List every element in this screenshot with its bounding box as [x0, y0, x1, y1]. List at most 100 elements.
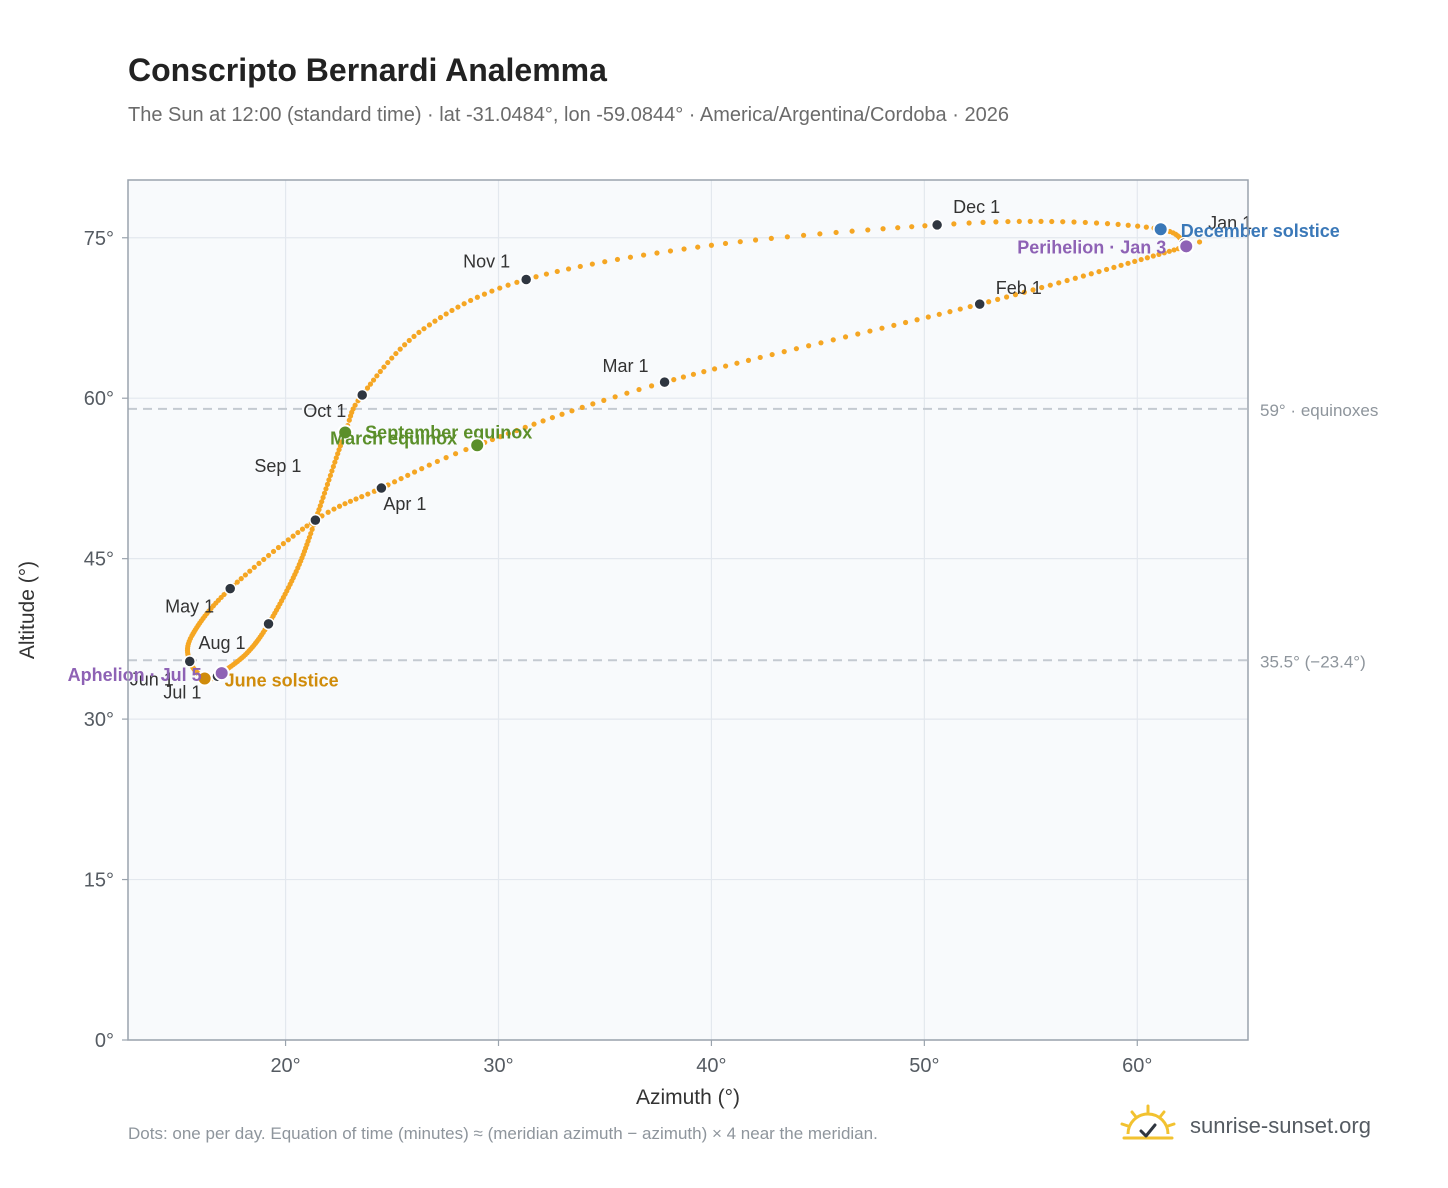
day-dot: [411, 469, 418, 475]
month-marker: [223, 582, 237, 595]
day-dot: [641, 252, 647, 258]
event-marker: [1178, 238, 1195, 255]
day-dot: [327, 472, 334, 479]
day-dot: [405, 472, 411, 478]
reference-line-label: 35.5° (−23.4°): [1260, 652, 1366, 671]
day-dot: [966, 220, 972, 226]
day-dot: [275, 544, 282, 551]
day-dot: [769, 351, 775, 358]
day-dot: [922, 223, 928, 229]
day-dot: [308, 530, 314, 537]
day-dot: [1071, 219, 1077, 225]
day-dot: [320, 494, 326, 501]
day-dot: [1150, 253, 1156, 259]
day-dot: [285, 537, 291, 543]
x-tick-label: 50°: [909, 1055, 939, 1077]
day-dot: [806, 343, 812, 349]
day-dot: [1103, 266, 1110, 273]
day-dot: [936, 311, 942, 317]
day-dot: [793, 346, 799, 352]
day-dot: [909, 224, 915, 230]
day-dot: [914, 317, 920, 323]
event-label: March equinox: [330, 428, 457, 448]
day-dot: [1138, 256, 1144, 263]
day-dot: [800, 232, 807, 238]
month-label: Feb 1: [996, 278, 1042, 298]
day-dot: [680, 374, 687, 380]
day-dot: [385, 359, 391, 366]
day-dot: [290, 533, 296, 539]
event-label: Aphelion · Jul 5: [68, 665, 202, 685]
day-dot: [818, 340, 824, 346]
day-dot: [1047, 282, 1053, 288]
y-tick-label: 30°: [84, 709, 114, 731]
brand-logo[interactable]: sunrise-sunset.org: [1120, 1104, 1420, 1148]
day-dot: [624, 390, 630, 396]
day-dot: [1072, 275, 1078, 281]
brand-name: sunrise-sunset.org: [1190, 1113, 1371, 1138]
day-dot: [833, 229, 839, 236]
day-dot: [481, 291, 488, 297]
day-dot: [317, 503, 323, 509]
day-dot: [671, 377, 677, 383]
day-dot: [336, 503, 343, 509]
month-marker: [309, 513, 322, 527]
day-dot: [474, 294, 480, 300]
day-dot: [299, 526, 306, 532]
day-dot: [531, 421, 537, 427]
day-dot: [251, 564, 257, 570]
chart-title: Conscripto Bernardi Analemma: [128, 52, 607, 88]
event-markers: December solstice Perihelion · Jan 3 Septe…: [68, 221, 1340, 690]
event-marker: [196, 670, 213, 687]
day-dot: [549, 414, 556, 421]
month-label: Jan 1: [1208, 213, 1252, 233]
day-dot: [865, 227, 871, 233]
day-dot: [247, 568, 253, 574]
day-dot: [406, 337, 412, 344]
month-label: Sep 1: [254, 456, 301, 476]
day-dot: [925, 314, 931, 320]
day-dot: [1039, 284, 1045, 291]
day-dot: [957, 306, 963, 312]
day-dot: [734, 360, 740, 366]
day-dot: [514, 427, 520, 434]
day-dot: [768, 235, 774, 241]
month-marker: [262, 617, 275, 631]
day-dot: [489, 288, 495, 294]
day-dot: [489, 436, 496, 443]
day-dot: [326, 477, 332, 483]
month-label: Mar 1: [603, 356, 649, 376]
day-dot: [879, 325, 885, 331]
month-label: Nov 1: [463, 251, 510, 271]
day-dot: [690, 371, 697, 377]
day-dot: [367, 381, 374, 387]
day-dot: [559, 411, 565, 417]
day-dot: [1080, 273, 1086, 279]
day-dot: [306, 534, 312, 541]
day-dot: [266, 552, 272, 559]
month-label: Oct 1: [303, 401, 346, 421]
day-dot: [565, 266, 572, 272]
y-tick-label: 0°: [95, 1030, 114, 1052]
day-dot: [377, 368, 383, 375]
day-dot: [951, 221, 957, 227]
month-marker: [519, 273, 533, 286]
y-tick-label: 60°: [84, 388, 114, 410]
day-dot: [411, 333, 417, 339]
day-dot: [1093, 220, 1100, 226]
day-dot: [569, 408, 575, 414]
day-dot: [325, 509, 331, 515]
month-marker: [183, 655, 196, 668]
day-dot: [1056, 280, 1062, 286]
day-dot: [463, 446, 469, 453]
day-dot: [234, 579, 240, 585]
day-dot: [980, 219, 986, 225]
day-dot: [261, 556, 267, 563]
day-dot: [452, 451, 459, 457]
day-dot: [391, 479, 398, 485]
day-dot: [402, 342, 408, 348]
day-dot: [1166, 248, 1172, 254]
day-dot: [324, 481, 331, 487]
day-dot: [449, 307, 455, 314]
day-dot: [995, 296, 1001, 302]
